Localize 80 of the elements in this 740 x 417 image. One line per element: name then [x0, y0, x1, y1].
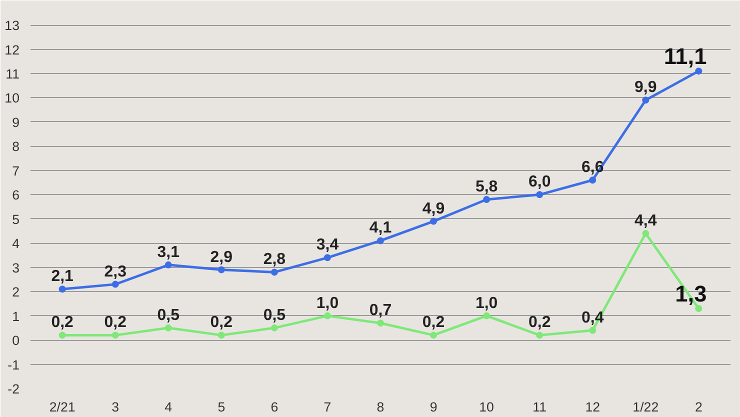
data-label: 1,0 — [475, 294, 498, 312]
point — [112, 332, 119, 339]
point — [430, 332, 438, 339]
data-label: 0,2 — [528, 314, 551, 332]
data-label: 11,1 — [664, 43, 707, 70]
y-tick-label: 13 — [4, 18, 20, 34]
y-tick-label: 11 — [6, 66, 20, 82]
data-label: 6,0 — [528, 174, 551, 191]
y-tick-label: 6 — [12, 188, 20, 203]
point — [483, 196, 490, 203]
data-label: 0,2 — [104, 314, 127, 332]
data-label: 0,2 — [51, 314, 74, 332]
x-tick-label: 7 — [324, 400, 332, 414]
point — [695, 305, 702, 312]
data-label: 1,3 — [675, 280, 707, 307]
data-label: 2,1 — [51, 268, 74, 286]
y-tick-label: 10 — [4, 90, 20, 106]
point — [589, 326, 596, 334]
x-tick-label: 3 — [112, 400, 120, 414]
x-tick-label: 8 — [376, 400, 384, 414]
point — [218, 266, 225, 274]
point — [642, 96, 650, 104]
data-label: 4,1 — [369, 220, 392, 237]
y-tick-label: 4 — [12, 236, 20, 252]
y-tick-label: -1 — [8, 357, 20, 372]
point — [377, 320, 384, 327]
x-tick-label: 1/22 — [632, 400, 659, 414]
y-tick-label: 1 — [12, 308, 20, 324]
y-tick-label: 2 — [12, 284, 20, 300]
data-label: 1,0 — [316, 294, 339, 312]
point — [536, 332, 544, 339]
y-tick-label: 8 — [12, 139, 20, 154]
point — [58, 286, 66, 293]
y-tick-label: 5 — [12, 212, 20, 227]
x-tick-label: 5 — [218, 400, 226, 414]
point — [324, 254, 331, 262]
data-label: 0,2 — [210, 314, 233, 332]
data-label: 4,9 — [422, 200, 445, 218]
data-label: 9,9 — [634, 79, 657, 96]
data-label: 0,5 — [263, 306, 286, 324]
point — [270, 268, 278, 276]
point — [324, 312, 331, 320]
data-label: 0,4 — [582, 309, 604, 326]
data-label: 2,8 — [263, 251, 286, 268]
point — [164, 324, 172, 332]
data-label: 4,4 — [634, 212, 657, 230]
data-label: 0,5 — [157, 306, 180, 324]
data-label: 0,7 — [369, 302, 392, 320]
data-label: 5,8 — [475, 178, 498, 196]
x-tick-label: 9 — [430, 400, 438, 414]
x-tick-label: 11 — [532, 400, 547, 414]
x-tick-label: 6 — [270, 400, 278, 414]
x-tick-label: 12 — [585, 400, 600, 414]
y-tick-label: 7 — [12, 163, 20, 178]
point — [536, 191, 544, 198]
y-tick-label: 12 — [4, 42, 20, 58]
point — [164, 261, 172, 268]
data-label: 3,4 — [316, 236, 339, 254]
x-tick-label: 4 — [164, 400, 173, 414]
x-tick-label: 10 — [479, 400, 494, 414]
point — [377, 237, 384, 244]
x-tick-label: 2/21 — [49, 400, 76, 414]
y-tick-label: -2 — [8, 382, 20, 396]
point — [483, 312, 490, 320]
y-tick-label: 9 — [12, 114, 20, 130]
data-label: 3,1 — [157, 244, 180, 261]
point — [642, 230, 650, 237]
y-tick-label: 3 — [12, 260, 20, 276]
x-tick-label: 2 — [694, 400, 702, 414]
point — [58, 332, 66, 339]
point — [695, 68, 702, 75]
data-label: 2,3 — [104, 263, 127, 280]
data-label: 0,2 — [422, 314, 445, 332]
point — [589, 176, 596, 184]
point — [430, 218, 438, 225]
y-tick-label: 0 — [12, 333, 20, 348]
point — [112, 280, 119, 288]
point — [270, 324, 278, 332]
data-label: 2,9 — [210, 248, 233, 266]
point — [218, 332, 225, 339]
